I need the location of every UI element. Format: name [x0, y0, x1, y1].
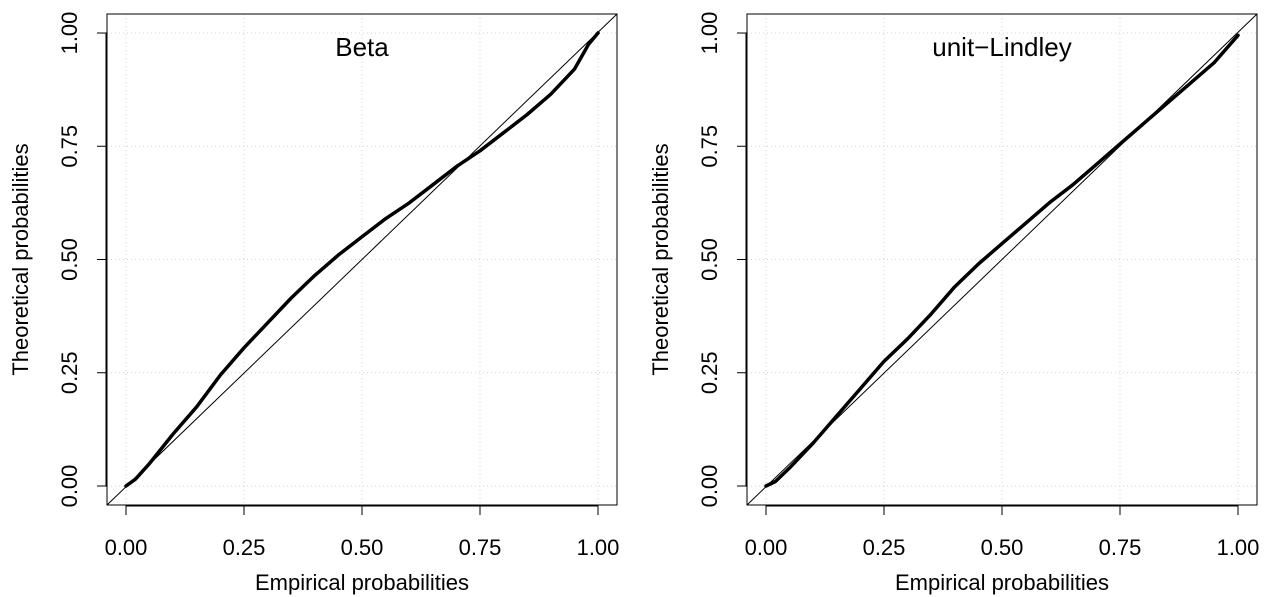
reference-line [106, 13, 618, 506]
x-axis-label: Empirical probabilities [255, 570, 469, 595]
y-tick-label: 0.00 [57, 465, 82, 508]
x-tick-label: 0.75 [459, 535, 502, 560]
chart-panel-1: 0.00 0.25 0.50 0.75 1.00 0.00 0.25 0.50 0.75 1.00… [8, 12, 619, 595]
chart-title: unit−Lindley [932, 32, 1072, 62]
series-line [764, 33, 1240, 488]
x-tick-label: 0.25 [223, 535, 266, 560]
y-tick-label: 0.00 [697, 465, 722, 508]
x-tick-label: 1.00 [1217, 535, 1260, 560]
x-tick-label: 0.50 [341, 535, 384, 560]
y-axis-label: Theoretical probabilities [648, 143, 673, 375]
y-tick-label: 0.75 [57, 125, 82, 168]
y-tick-label: 0.25 [697, 351, 722, 394]
x-tick-label: 1.00 [577, 535, 620, 560]
y-tick-label: 0.25 [57, 351, 82, 394]
x-tick-label: 0.00 [745, 535, 788, 560]
x-axis-label: Empirical probabilities [895, 570, 1109, 595]
chart-title: Beta [335, 32, 389, 62]
y-tick-label: 1.00 [57, 12, 82, 55]
y-tick-label: 0.50 [57, 238, 82, 281]
y-tick-label: 1.00 [697, 12, 722, 55]
y-axis-label: Theoretical probabilities [8, 143, 33, 375]
y-tick-label: 0.75 [697, 125, 722, 168]
y-tick-label: 0.50 [697, 238, 722, 281]
x-tick-label: 0.00 [105, 535, 148, 560]
x-tick-label: 0.50 [981, 535, 1024, 560]
x-tick-label: 0.25 [863, 535, 906, 560]
series-line [124, 31, 600, 488]
x-tick-label: 0.75 [1099, 535, 1142, 560]
chart-panel-2: 0.00 0.25 0.50 0.75 1.00 0.00 0.25 0.50 0.75 1.00… [648, 12, 1259, 595]
